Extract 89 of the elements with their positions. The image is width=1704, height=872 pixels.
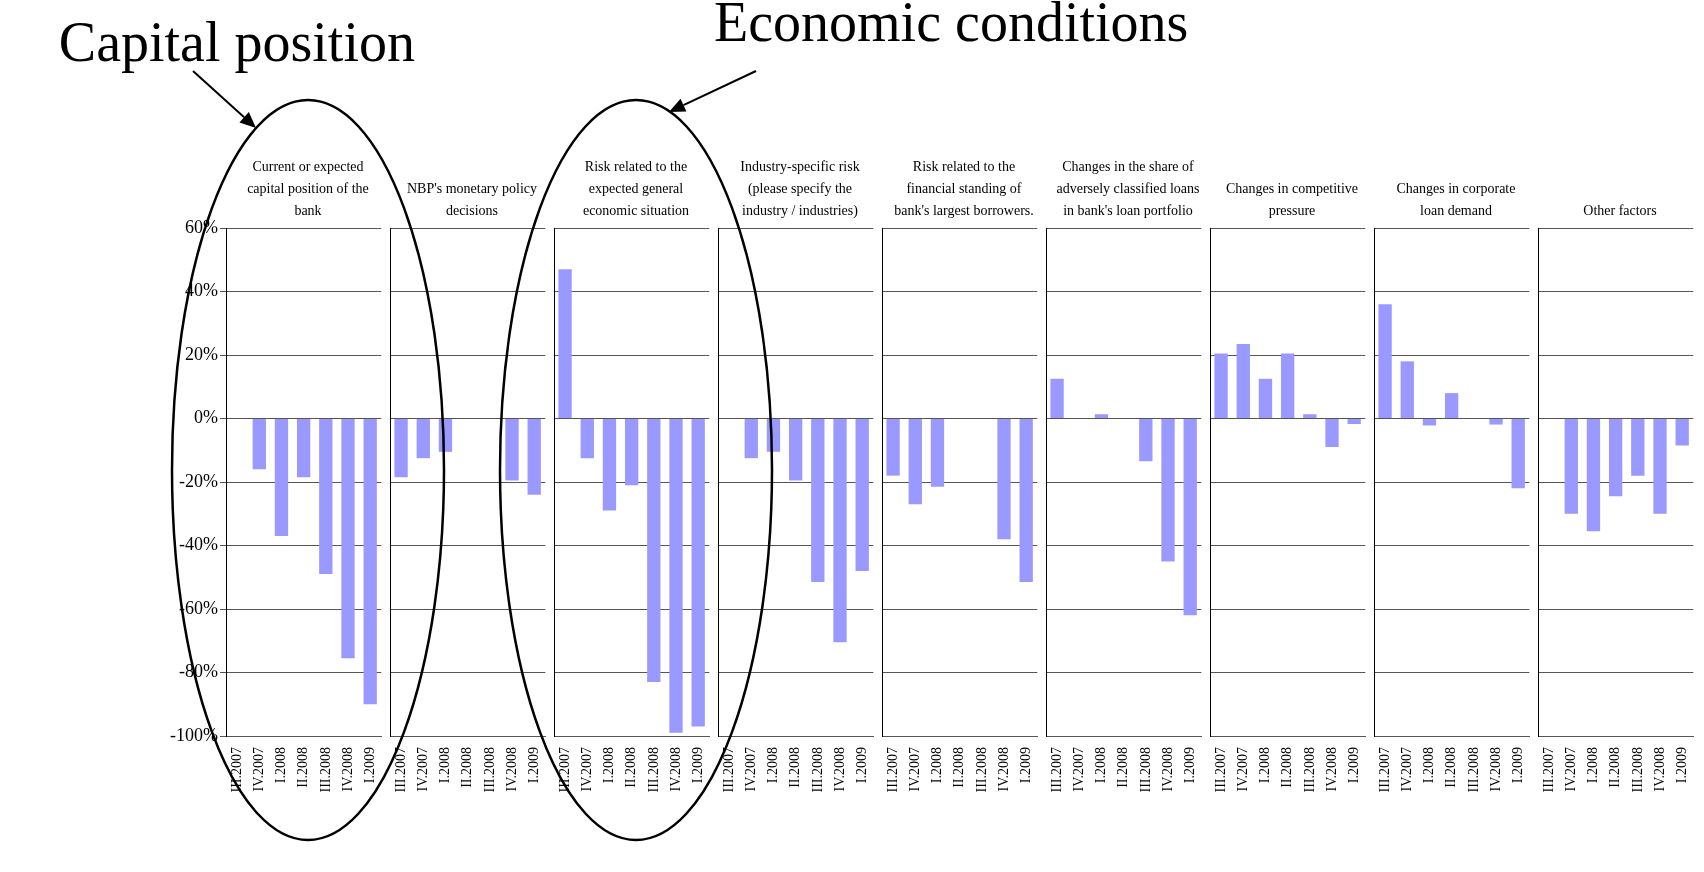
x-tick-label: I.2009 [1345, 747, 1361, 784]
x-tick-label: I.2008 [273, 747, 289, 784]
x-tick-label: IV.2007 [1562, 747, 1578, 792]
bar [1325, 419, 1339, 448]
bar [1236, 343, 1250, 418]
y-tick-label: 20% [185, 343, 218, 364]
x-tick-label: IV.2008 [831, 747, 847, 792]
x-tick-label: III.2008 [973, 747, 989, 793]
chart-title: Changes in competitive pressure [1224, 180, 1360, 220]
x-tick-label: I.2009 [1509, 747, 1525, 784]
x-tick-label: III.2008 [317, 747, 333, 793]
x-tick-label: II.2008 [951, 747, 967, 788]
x-tick-label: I.2009 [525, 747, 541, 784]
x-tick-label: IV.2007 [1234, 747, 1250, 792]
x-tick-label: I.2009 [1181, 747, 1197, 784]
chart-title: NBP's monetary policy decisions [405, 180, 539, 220]
x-tick-label: IV.2008 [1487, 747, 1503, 792]
x-tick-label: I.2008 [437, 747, 453, 784]
x-tick-label: IV.2008 [1651, 747, 1667, 792]
x-tick-label: III.2008 [1465, 747, 1481, 793]
bar [1280, 353, 1295, 418]
x-tick-label: IV.2007 [414, 747, 430, 792]
x-tick-label: III.2007 [884, 747, 900, 793]
chart-title: Other factors [1582, 202, 1658, 220]
y-tick-label: -20% [179, 470, 218, 491]
x-tick-label: II.2008 [1607, 747, 1623, 788]
x-tick-label: II.2008 [1279, 747, 1295, 788]
x-tick-label: I.2009 [361, 747, 377, 784]
x-tick-label: II.2008 [787, 747, 803, 788]
x-tick-label: III.2008 [1629, 747, 1645, 793]
x-tick-label: IV.2007 [250, 747, 266, 792]
x-tick-label: II.2008 [295, 747, 311, 788]
chart-title: Risk related to the expected general economic situation [581, 158, 691, 220]
bar [1258, 378, 1273, 418]
x-tick-label: III.2008 [1301, 747, 1317, 793]
x-tick-label: III.2008 [1137, 747, 1153, 793]
x-tick-label: I.2008 [1257, 747, 1273, 784]
x-tick-label: IV.2007 [1070, 747, 1086, 792]
x-tick-label: IV.2008 [339, 747, 355, 792]
bar [1400, 361, 1414, 418]
chart-title: Changes in the share of adversely classified loans in bank's loan portfolio [1056, 158, 1200, 220]
x-tick-label: IV.2007 [1398, 747, 1414, 792]
x-tick-label: III.2007 [720, 747, 736, 793]
x-tick-label: III.2007 [1048, 747, 1064, 793]
x-tick-label: III.2007 [392, 747, 408, 793]
bar [1489, 419, 1503, 425]
y-tick-label: 0% [194, 407, 218, 428]
x-tick-label: III.2007 [1540, 747, 1556, 793]
x-tick-label: I.2009 [689, 747, 705, 784]
x-tick-label: II.2008 [1115, 747, 1131, 788]
x-tick-label: III.2008 [481, 747, 497, 793]
x-tick-label: IV.2008 [667, 747, 683, 792]
bar [1303, 414, 1317, 418]
x-tick-label: IV.2007 [578, 747, 594, 792]
x-tick-label: II.2008 [623, 747, 639, 788]
bar [1347, 419, 1361, 424]
x-tick-label: II.2008 [459, 747, 475, 788]
x-tick-label: I.2008 [765, 747, 781, 784]
text: Capital position [58, 11, 415, 73]
x-tick-label: I.2009 [1017, 747, 1033, 784]
bar [1511, 419, 1525, 489]
x-tick-label: I.2008 [1421, 747, 1437, 784]
x-tick-label: III.2007 [1212, 747, 1228, 793]
bar [1444, 393, 1459, 418]
x-tick-label: I.2009 [853, 747, 869, 784]
x-tick-label: IV.2008 [503, 747, 519, 792]
x-tick-label: IV.2008 [995, 747, 1011, 792]
text: Economic conditions [714, 0, 1189, 53]
x-tick-label: I.2008 [601, 747, 617, 784]
chart-title: Current or expected capital position of the bank [246, 158, 370, 220]
x-tick-label: II.2008 [1443, 747, 1459, 788]
chart-title: Industry-specific risk (please specify the industry / industries) [739, 158, 861, 220]
x-tick-label: IV.2008 [1159, 747, 1175, 792]
x-tick-label: I.2008 [1093, 747, 1109, 784]
x-tick-label: III.2007 [1376, 747, 1392, 793]
x-tick-label: IV.2008 [1323, 747, 1339, 792]
x-tick-label: IV.2007 [906, 747, 922, 792]
x-tick-label: I.2009 [1673, 747, 1689, 784]
bar [1422, 419, 1437, 426]
x-tick-label: I.2008 [1585, 747, 1601, 784]
x-tick-label: III.2008 [645, 747, 661, 793]
chart-title: Changes in corporate loan demand [1395, 180, 1517, 220]
bar [1214, 353, 1228, 418]
y-tick-label: -40% [179, 534, 218, 555]
x-tick-label: I.2008 [929, 747, 945, 784]
x-tick-label: IV.2007 [742, 747, 758, 792]
chart-title: Risk related to the financial standing of bank's largest borrowers. [893, 158, 1035, 220]
x-tick-label: III.2008 [809, 747, 825, 793]
bar [1378, 304, 1392, 418]
